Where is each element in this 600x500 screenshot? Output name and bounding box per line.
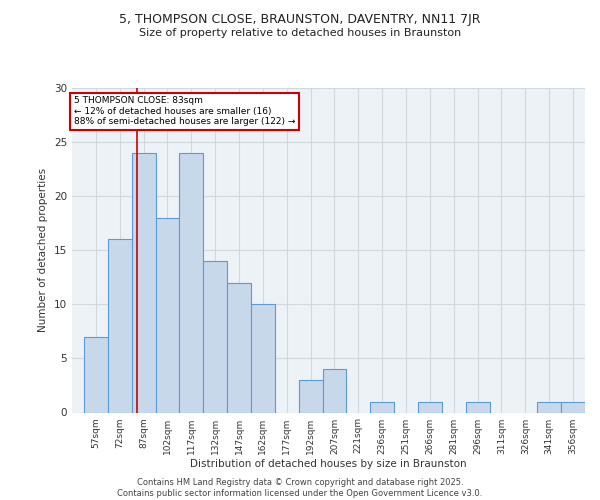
Text: Contains HM Land Registry data © Crown copyright and database right 2025.
Contai: Contains HM Land Registry data © Crown c… <box>118 478 482 498</box>
Bar <box>227 282 251 412</box>
Bar <box>323 369 346 412</box>
Text: 5 THOMPSON CLOSE: 83sqm
← 12% of detached houses are smaller (16)
88% of semi-de: 5 THOMPSON CLOSE: 83sqm ← 12% of detache… <box>74 96 295 126</box>
Bar <box>155 218 179 412</box>
Bar <box>418 402 442 412</box>
Bar <box>466 402 490 412</box>
Bar <box>251 304 275 412</box>
Bar <box>537 402 561 412</box>
Bar <box>179 152 203 412</box>
Bar <box>203 261 227 412</box>
Bar <box>370 402 394 412</box>
Y-axis label: Number of detached properties: Number of detached properties <box>38 168 49 332</box>
X-axis label: Distribution of detached houses by size in Braunston: Distribution of detached houses by size … <box>190 460 467 469</box>
Bar <box>108 239 131 412</box>
Bar <box>561 402 585 412</box>
Bar <box>84 336 108 412</box>
Text: 5, THOMPSON CLOSE, BRAUNSTON, DAVENTRY, NN11 7JR: 5, THOMPSON CLOSE, BRAUNSTON, DAVENTRY, … <box>119 12 481 26</box>
Text: Size of property relative to detached houses in Braunston: Size of property relative to detached ho… <box>139 28 461 38</box>
Bar <box>299 380 323 412</box>
Bar <box>131 152 155 412</box>
